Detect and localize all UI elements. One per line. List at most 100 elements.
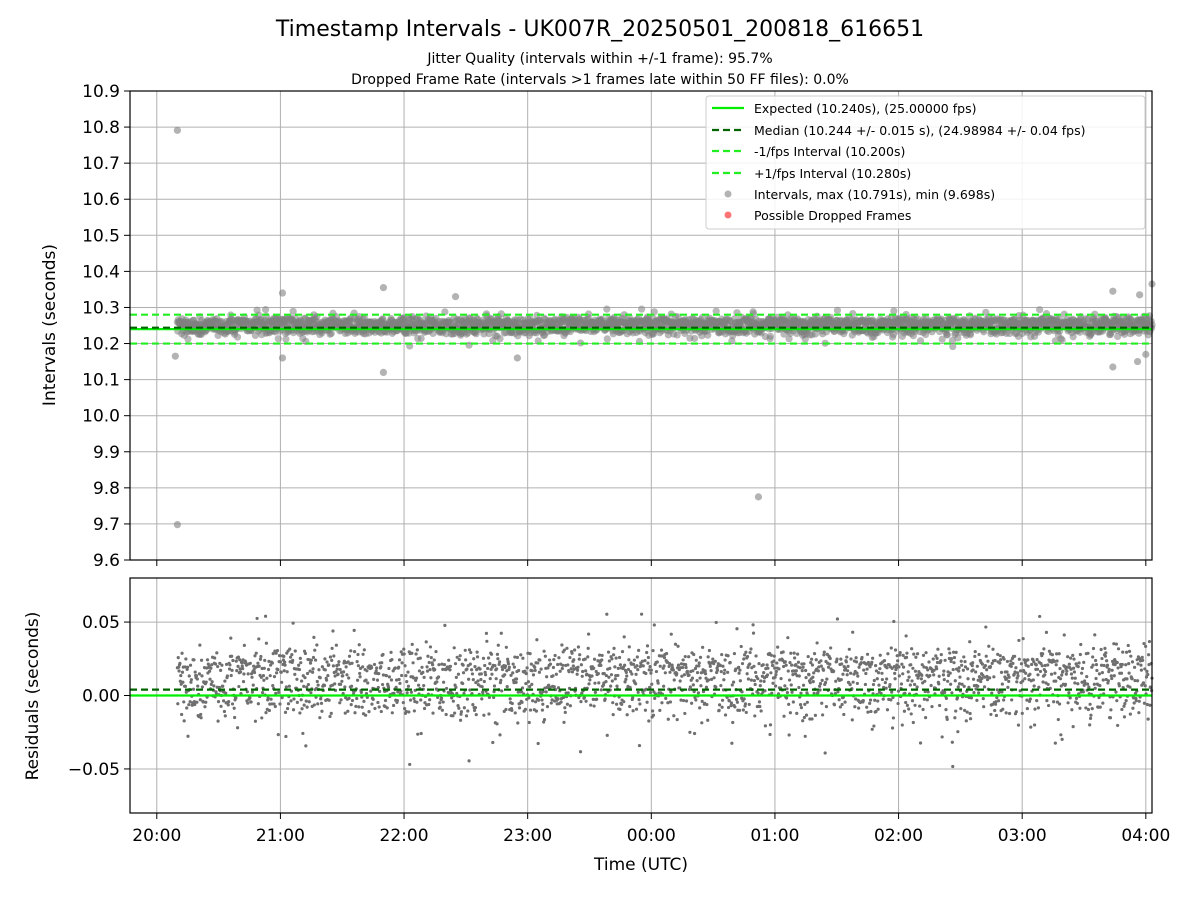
residual-point	[945, 717, 949, 721]
residual-point	[285, 670, 289, 674]
residual-point	[340, 679, 344, 683]
residual-point	[228, 663, 232, 667]
residual-point	[1139, 668, 1144, 672]
residual-point	[503, 664, 508, 668]
residual-point	[748, 662, 752, 666]
residual-point	[870, 660, 874, 664]
residual-point	[905, 703, 909, 707]
residual-point	[759, 709, 763, 713]
residual-point	[356, 652, 360, 657]
residual-point	[411, 661, 415, 665]
residual-point	[381, 652, 385, 657]
residual-point	[796, 660, 801, 664]
residual-point	[995, 696, 999, 700]
interval-point	[943, 331, 951, 339]
interval-point	[417, 334, 425, 343]
residual-point	[299, 661, 303, 665]
residual-point	[706, 718, 710, 722]
residual-point	[256, 661, 260, 665]
residual-point	[942, 678, 946, 682]
residual-point	[459, 712, 463, 716]
residual-point	[367, 709, 371, 714]
residual-point	[740, 690, 744, 694]
residual-point	[203, 705, 207, 709]
residual-point	[404, 673, 408, 678]
residual-point	[339, 682, 343, 686]
residual-point	[1122, 704, 1126, 708]
residual-point	[506, 662, 511, 666]
residual-point	[740, 696, 744, 700]
residual-point	[235, 669, 239, 673]
residual-point	[817, 665, 821, 669]
residual-point	[891, 716, 896, 720]
residual-point	[938, 703, 942, 708]
residual-point	[652, 623, 656, 627]
residual-point	[758, 704, 762, 709]
residual-point	[618, 663, 622, 667]
residual-point	[333, 682, 337, 686]
residual-point	[790, 690, 794, 694]
residual-point	[408, 698, 413, 702]
residual-point	[252, 670, 257, 675]
residual-point	[470, 691, 474, 696]
residual-point	[553, 653, 557, 658]
residual-point	[711, 657, 715, 661]
residual-point	[1101, 678, 1105, 682]
residual-point	[1116, 666, 1120, 670]
residual-point	[1049, 672, 1054, 676]
residual-point	[865, 652, 870, 656]
residual-point	[631, 709, 635, 713]
residual-point	[1107, 670, 1111, 674]
residual-point	[628, 704, 632, 709]
residual-point	[930, 704, 934, 709]
residual-point	[1146, 672, 1150, 677]
residual-point	[541, 690, 545, 694]
residual-point	[739, 644, 743, 649]
residual-point	[624, 677, 628, 681]
residual-point	[1136, 662, 1140, 666]
residual-point	[387, 666, 391, 671]
residual-point	[1058, 666, 1062, 671]
residual-point	[1072, 670, 1077, 674]
residual-point	[637, 648, 641, 653]
residual-point	[521, 656, 525, 660]
residual-point	[588, 678, 592, 682]
residual-point	[1054, 679, 1058, 683]
residual-point	[585, 672, 589, 676]
intervals-y-tick-label: 10.2	[82, 335, 120, 355]
residual-point	[545, 705, 550, 709]
residual-point	[441, 667, 445, 671]
residual-point	[262, 666, 266, 670]
residual-point	[814, 658, 818, 662]
residual-point	[339, 698, 343, 702]
residual-point	[511, 671, 515, 675]
residual-point	[613, 665, 617, 669]
residual-point	[977, 675, 982, 679]
legend-minus-fps: -1/fps Interval (10.200s)	[754, 144, 905, 159]
residual-point	[920, 673, 924, 677]
residual-point	[283, 710, 288, 714]
residual-point	[873, 698, 877, 702]
residual-point	[410, 642, 414, 647]
residual-point	[751, 631, 756, 635]
legend: Expected (10.240s), (25.00000 fps) Media…	[705, 95, 1146, 230]
residual-point	[605, 733, 609, 737]
residual-point	[916, 674, 921, 678]
residual-point	[443, 623, 447, 627]
residual-point	[651, 648, 655, 653]
residual-point	[667, 661, 672, 666]
residual-point	[848, 671, 853, 675]
residual-point	[404, 709, 408, 714]
residual-point	[845, 655, 849, 659]
residual-point	[576, 645, 581, 649]
residual-point	[1009, 664, 1013, 668]
residual-point	[625, 674, 629, 678]
residuals-y-axis-label: Residuals (seconds)	[23, 612, 43, 781]
residual-point	[1037, 685, 1041, 689]
residual-point	[291, 621, 295, 625]
residual-point	[970, 664, 974, 668]
residual-point	[953, 716, 957, 720]
residual-point	[787, 733, 791, 737]
residual-point	[600, 653, 604, 658]
residual-point	[508, 697, 512, 701]
